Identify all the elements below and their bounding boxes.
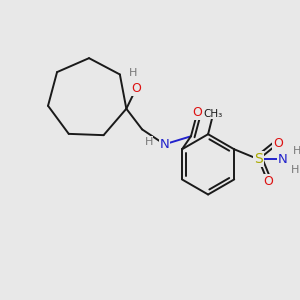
Text: H: H — [291, 165, 299, 175]
Text: N: N — [160, 138, 170, 151]
Text: S: S — [254, 152, 263, 166]
Text: H: H — [145, 137, 153, 147]
Text: O: O — [131, 82, 141, 94]
Text: O: O — [273, 137, 283, 150]
Text: N: N — [278, 153, 288, 166]
Text: O: O — [263, 175, 273, 188]
Text: CH₃: CH₃ — [204, 109, 223, 118]
Text: H: H — [292, 146, 300, 156]
Text: H: H — [129, 68, 137, 78]
Text: O: O — [192, 106, 202, 119]
